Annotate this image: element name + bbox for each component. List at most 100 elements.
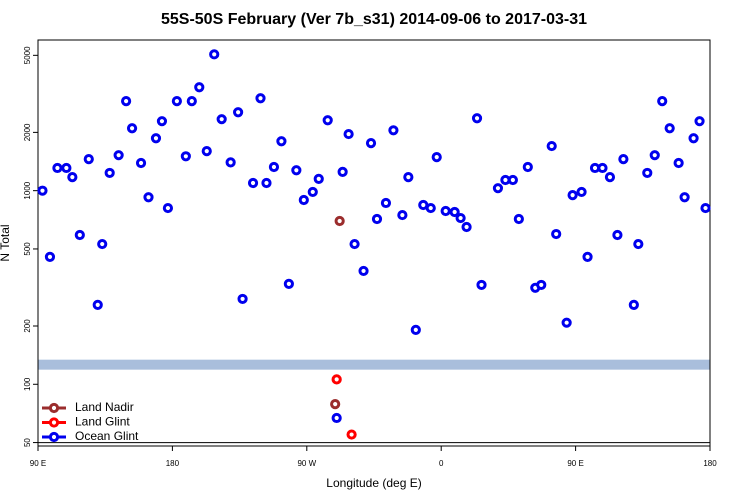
x-tick-label: 180 (703, 459, 717, 468)
point (180, 151, 191, 162)
point (397, 209, 408, 221)
point (276, 136, 287, 147)
legend-label: Ocean Glint (75, 429, 139, 443)
point (126, 123, 138, 134)
point (331, 412, 342, 424)
point (346, 429, 357, 440)
point (216, 114, 227, 125)
point (331, 374, 342, 385)
y-axis-label: N Total (0, 224, 12, 261)
point (642, 167, 653, 179)
point (135, 157, 147, 169)
point (567, 190, 578, 201)
point (461, 221, 472, 233)
point (425, 202, 436, 214)
point (261, 177, 272, 189)
y-tick-label: 200 (23, 319, 32, 333)
point (74, 229, 85, 241)
point (597, 162, 608, 174)
point (561, 317, 572, 328)
point (673, 157, 684, 169)
point (403, 172, 414, 183)
point (92, 299, 103, 311)
point (143, 192, 154, 203)
point (664, 123, 675, 134)
y-tick-label: 100 (23, 377, 32, 391)
point (233, 107, 244, 118)
point (536, 279, 547, 291)
point (283, 278, 294, 289)
point (546, 140, 557, 152)
point (371, 213, 383, 225)
point (633, 238, 644, 250)
point (349, 238, 360, 250)
y-tick-label: 50 (23, 438, 32, 447)
point (201, 146, 212, 157)
legend-label: Land Glint (75, 415, 130, 429)
point (440, 205, 451, 217)
point (322, 115, 333, 126)
legend-marker (48, 402, 60, 414)
point (551, 228, 562, 240)
point (476, 279, 487, 291)
legend-marker (48, 431, 60, 443)
point (298, 194, 309, 206)
chart-title: 55S-50S February (Ver 7b_s31) 2014-09-06… (161, 11, 587, 28)
point (380, 197, 392, 209)
point (522, 161, 533, 173)
x-tick-label: 90 E (567, 459, 583, 468)
point (313, 173, 324, 185)
point (225, 157, 236, 168)
y-tick-label: 5000 (23, 46, 32, 64)
point (307, 186, 318, 198)
band (38, 359, 710, 370)
x-tick-label: 180 (166, 459, 180, 468)
point (237, 293, 248, 305)
point (104, 167, 115, 179)
y-tick-label: 500 (23, 242, 32, 256)
point (61, 162, 72, 174)
legend-marker (48, 417, 60, 428)
point (171, 96, 182, 107)
point (337, 166, 348, 178)
point (449, 206, 460, 218)
point (576, 186, 587, 198)
legend-label: Land Nadir (75, 400, 134, 414)
point (365, 138, 377, 149)
point (410, 324, 421, 335)
point (67, 172, 78, 183)
point (358, 265, 369, 277)
point (618, 154, 629, 165)
point (113, 150, 124, 161)
point (492, 183, 504, 194)
point (186, 96, 197, 107)
point (334, 215, 345, 227)
point (431, 152, 442, 163)
point (330, 399, 341, 410)
point (657, 96, 668, 107)
point (343, 128, 354, 140)
point (268, 161, 280, 173)
point (150, 133, 162, 144)
point (679, 192, 690, 203)
x-axis-label: Longitude (deg E) (326, 476, 421, 490)
point (209, 49, 220, 60)
point (582, 251, 593, 262)
point (604, 172, 616, 183)
point (97, 238, 108, 250)
point (255, 93, 266, 104)
x-tick-label: 90 E (30, 459, 46, 468)
x-tick-label: 0 (439, 459, 444, 468)
point (194, 82, 205, 93)
point (649, 150, 660, 161)
y-tick-label: 2000 (23, 123, 32, 141)
y-tick-label: 1000 (23, 181, 32, 199)
point (700, 202, 711, 214)
point (513, 213, 524, 225)
point (156, 116, 168, 127)
point (291, 165, 302, 176)
point (83, 154, 94, 165)
point (471, 113, 483, 124)
point (612, 229, 623, 241)
